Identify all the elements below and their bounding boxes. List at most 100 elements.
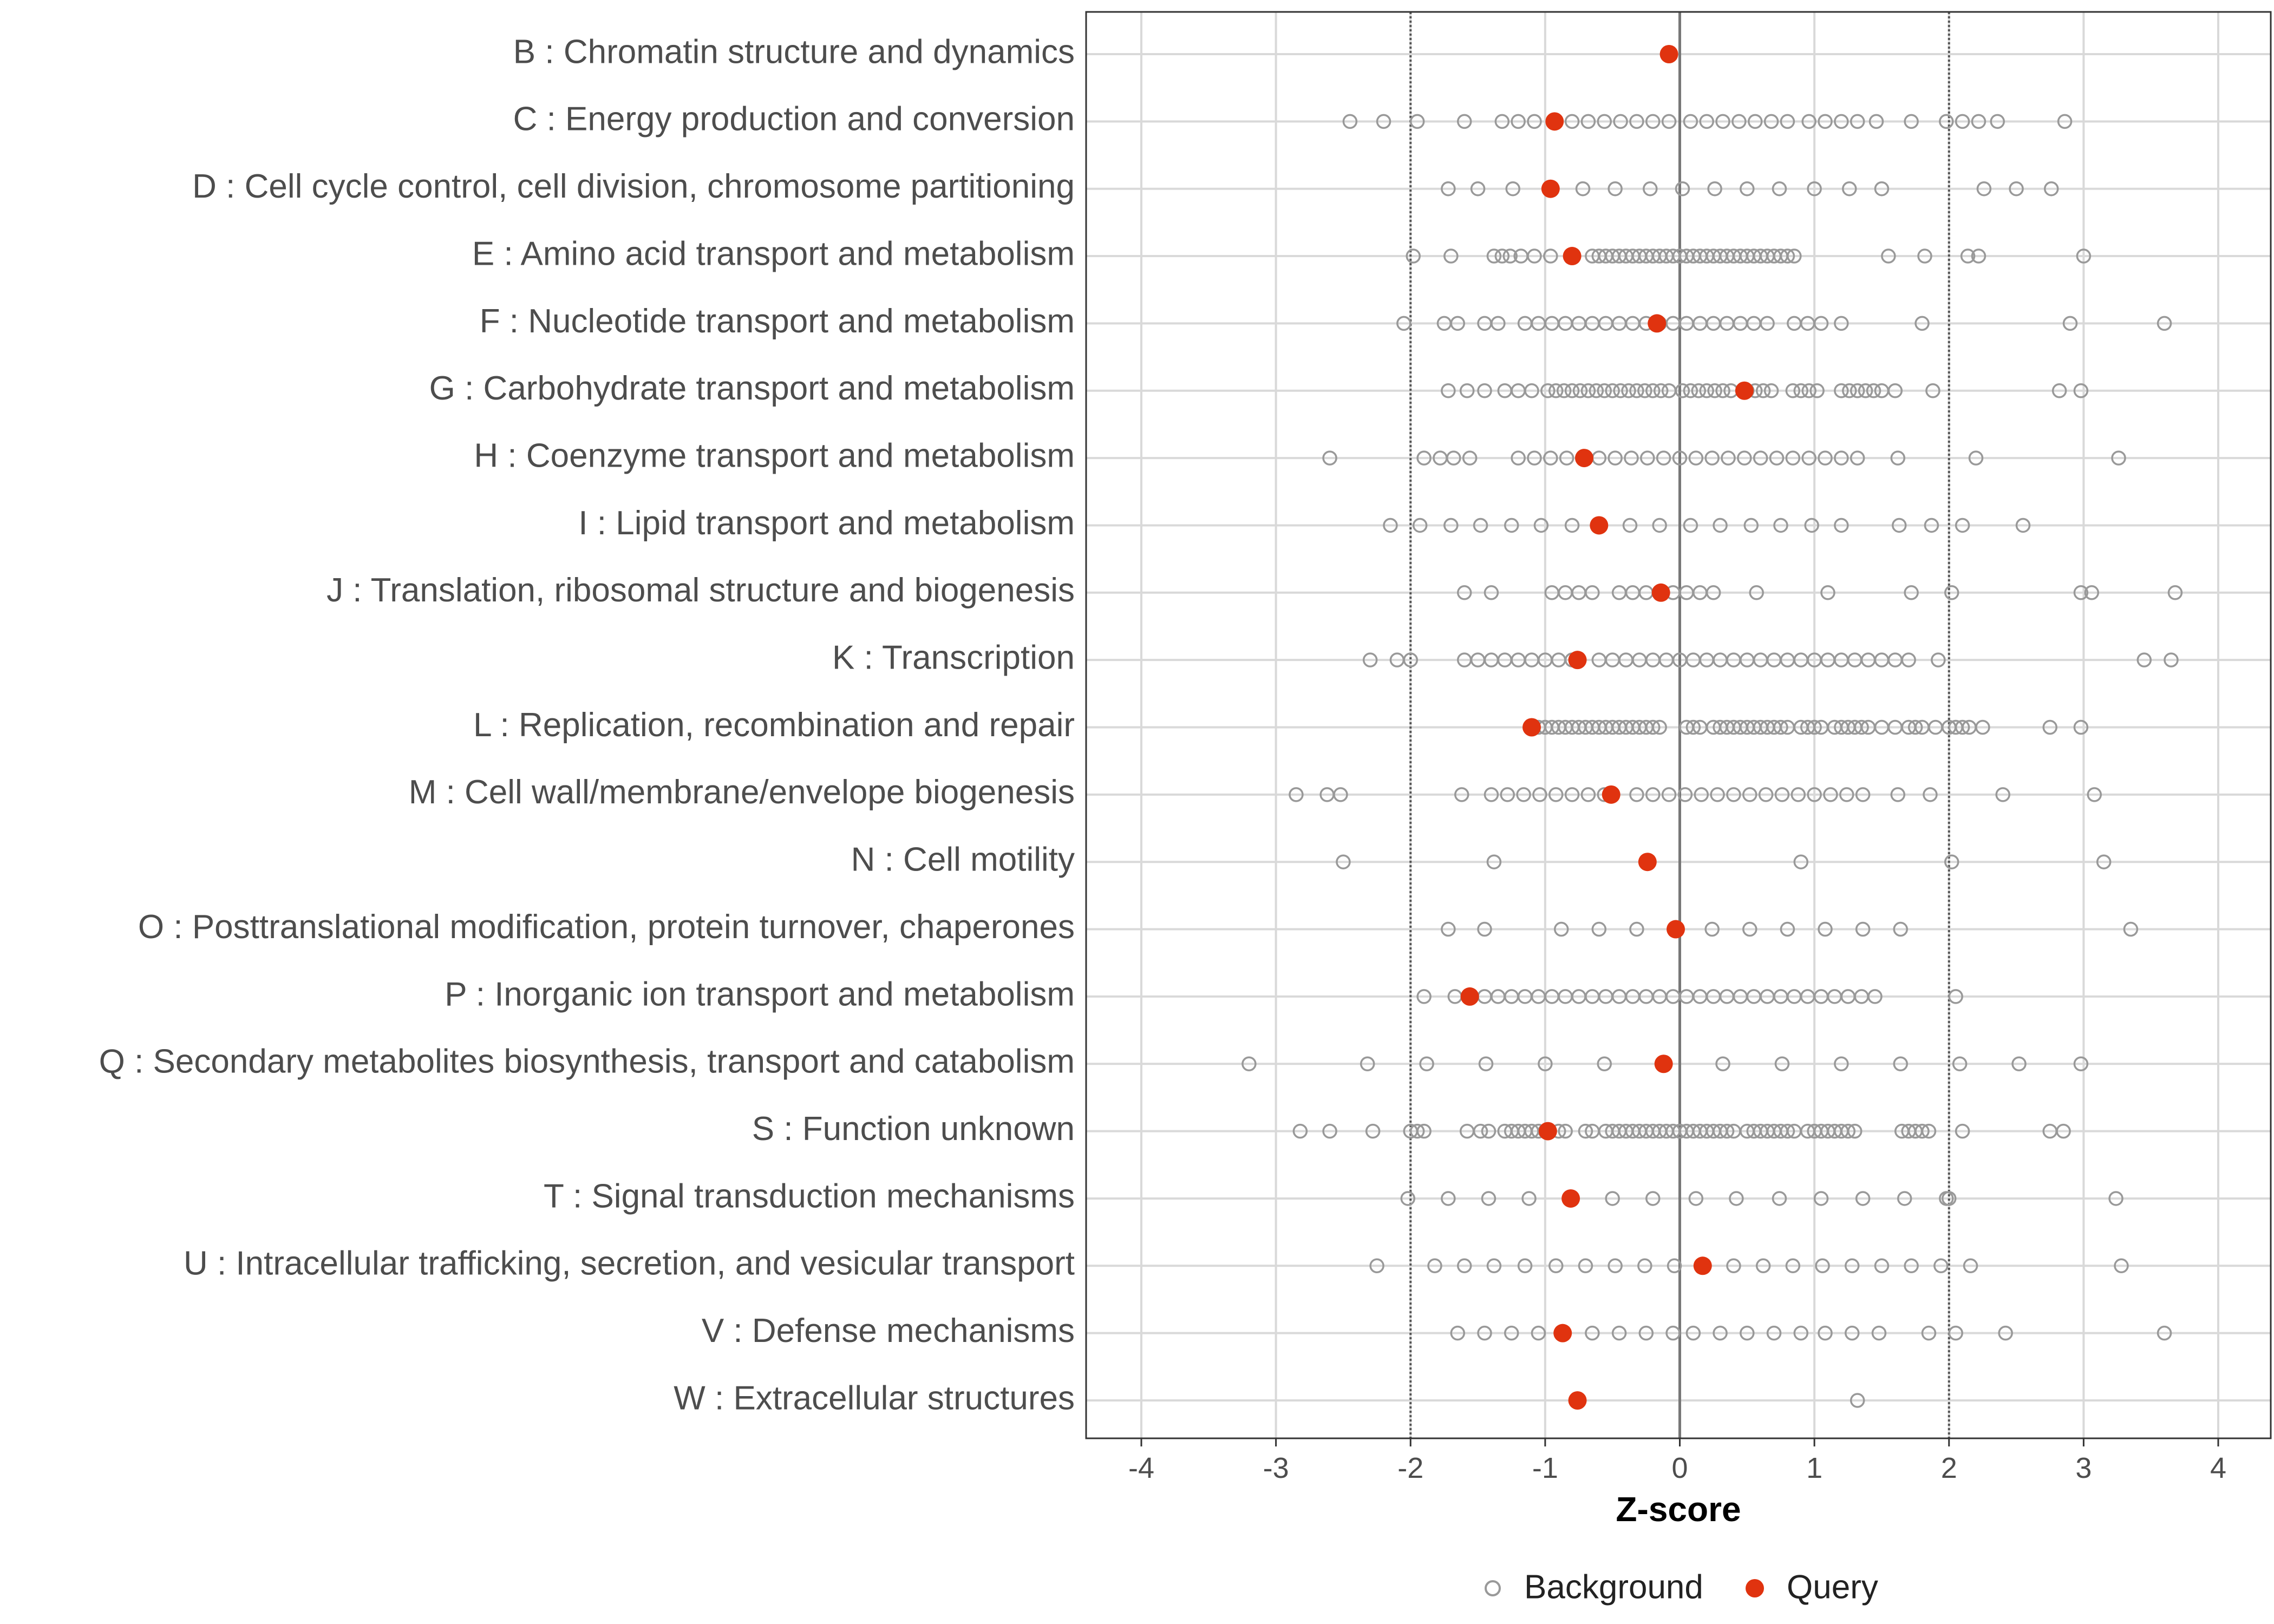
background-point (1538, 1056, 1553, 1071)
background-point (1955, 719, 1970, 735)
background-point (1683, 518, 1698, 533)
background-point (2015, 518, 2031, 533)
background-point (1801, 383, 1816, 398)
background-point (1726, 1258, 1741, 1274)
background-point (1834, 114, 1849, 129)
x-tick-label: -2 (1397, 1452, 1423, 1484)
query-point (1590, 516, 1609, 535)
background-point (1774, 1056, 1790, 1071)
background-point (1645, 787, 1661, 802)
background-point (2073, 383, 2089, 398)
query-point (1667, 920, 1685, 939)
background-point (1713, 1325, 1728, 1341)
background-point (1511, 450, 1526, 466)
category-label: D : Cell cycle control, cell division, c… (192, 168, 1075, 205)
background-point (1948, 989, 1963, 1004)
category-label: S : Function unknown (752, 1110, 1075, 1148)
background-point (1874, 1258, 1890, 1274)
background-point (1376, 114, 1391, 129)
background-point (1740, 181, 1755, 197)
background-point (1755, 383, 1771, 398)
background-point (1645, 719, 1661, 735)
background-point (1531, 1325, 1546, 1341)
x-tick-label: 2 (1941, 1452, 1957, 1484)
background-point (1847, 1123, 1863, 1139)
background-point (1818, 1325, 1833, 1341)
background-point (1944, 854, 1959, 869)
background-point (1715, 114, 1730, 129)
background-point (1585, 585, 1600, 600)
background-point (1960, 248, 1976, 264)
background-point (1839, 787, 1854, 802)
background-point (1818, 450, 1833, 466)
background-point (1755, 1258, 1771, 1274)
background-point (1887, 383, 1903, 398)
background-point (1769, 450, 1785, 466)
query-point (1693, 1256, 1712, 1275)
query-point (1648, 314, 1667, 333)
background-point (1968, 450, 1984, 466)
background-point (1477, 921, 1492, 937)
background-point (1477, 1325, 1492, 1341)
background-point (1952, 1056, 1968, 1071)
background-point (1365, 1123, 1381, 1139)
background-point (1842, 383, 1857, 398)
background-point (1897, 1191, 1912, 1206)
query-point (1735, 381, 1754, 400)
background-point (1743, 518, 1759, 533)
category-label: E : Amino acid transport and metabolism (472, 235, 1075, 272)
background-point (1823, 787, 1838, 802)
background-point (1890, 450, 1906, 466)
background-point (1450, 1325, 1466, 1341)
background-point (2096, 854, 2112, 869)
query-point (1654, 1055, 1673, 1073)
plot-panel-border (1085, 11, 2272, 1439)
background-point (1780, 1123, 1795, 1139)
background-point (1893, 921, 1908, 937)
background-point (1292, 1123, 1308, 1139)
background-point (1502, 248, 1518, 264)
background-point (1416, 450, 1432, 466)
background-point (1400, 1191, 1416, 1206)
category-label: F : Nucleotide transport and metabolism (480, 303, 1075, 340)
category-label: G : Carbohydrate transport and metabolis… (429, 370, 1075, 407)
background-point (1540, 383, 1556, 398)
background-point (1975, 719, 1990, 735)
background-point (1241, 1056, 1257, 1071)
background-point (1580, 787, 1596, 802)
background-point (1667, 1258, 1682, 1274)
background-point (1694, 787, 1709, 802)
background-point (1527, 450, 1542, 466)
background-point (1524, 383, 1539, 398)
background-point (1807, 181, 1822, 197)
query-point (1563, 247, 1582, 266)
category-label: W : Extracellular structures (674, 1379, 1075, 1417)
background-point (1675, 181, 1690, 197)
background-point (1441, 181, 1456, 197)
background-point (2009, 181, 2024, 197)
background-point (1948, 1325, 1963, 1341)
legend-query-marker (1746, 1579, 1764, 1597)
background-point (1773, 719, 1788, 735)
background-point (1688, 450, 1704, 466)
background-point (2157, 316, 2172, 331)
background-point (1608, 181, 1623, 197)
background-point (1998, 1325, 2013, 1341)
x-tick-label: -3 (1263, 1452, 1289, 1484)
background-point (2062, 316, 2078, 331)
background-point (1578, 1123, 1593, 1139)
x-tick-label: -4 (1128, 1452, 1154, 1484)
background-point (1715, 1056, 1730, 1071)
category-label: K : Transcription (832, 639, 1075, 677)
background-point (1412, 518, 1428, 533)
background-point (1450, 316, 1466, 331)
background-point (1605, 1191, 1620, 1206)
background-point (2073, 1056, 2089, 1071)
query-point (1568, 1391, 1587, 1410)
background-point (1704, 450, 1720, 466)
background-point (1942, 1191, 1957, 1206)
background-point (1653, 383, 1669, 398)
background-point (1443, 518, 1459, 533)
background-point (1921, 1123, 1937, 1139)
background-point (1409, 1123, 1425, 1139)
